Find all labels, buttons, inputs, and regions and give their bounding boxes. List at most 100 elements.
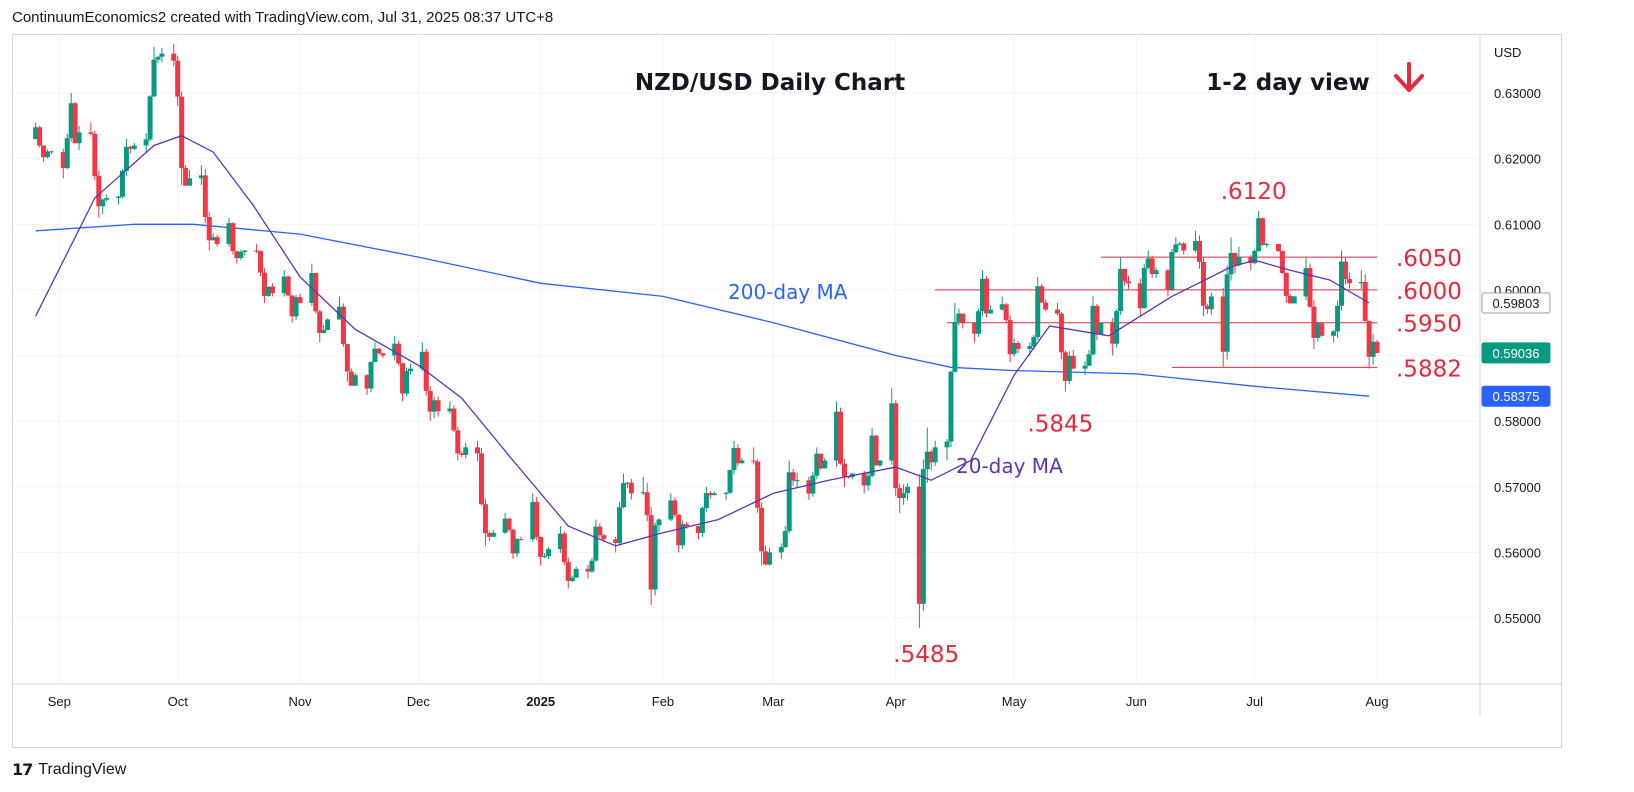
candle-body bbox=[214, 237, 220, 244]
candle-body bbox=[1070, 355, 1076, 369]
candle-body bbox=[400, 363, 406, 394]
candle-body bbox=[723, 492, 729, 494]
candle-body bbox=[1204, 305, 1210, 310]
candle-body bbox=[1082, 365, 1088, 369]
candle-body bbox=[617, 507, 623, 543]
candle-body bbox=[1256, 218, 1262, 252]
candle-body bbox=[1058, 313, 1064, 353]
candle-body bbox=[672, 500, 678, 515]
footer[interactable]: 𝟭𝟳 TradingView bbox=[12, 760, 126, 780]
arrow-down-icon bbox=[1394, 62, 1424, 92]
candle-body bbox=[1200, 261, 1206, 306]
price-axis[interactable]: 0.630000.620000.610000.600000.580000.570… bbox=[1481, 45, 1551, 626]
candle-body bbox=[814, 453, 820, 476]
candle-body bbox=[285, 276, 291, 296]
candle-body bbox=[159, 53, 165, 57]
candle-body bbox=[1165, 270, 1171, 290]
candle-body bbox=[451, 408, 457, 431]
candle-body bbox=[1177, 243, 1183, 245]
annotations: .6050 .6000 .5950 .5882 .6120 .5845 .5485 200-d… bbox=[728, 179, 1462, 668]
time-tick-label: Jun bbox=[1126, 694, 1147, 709]
candle-body bbox=[187, 178, 193, 186]
candle-body bbox=[869, 435, 875, 476]
candle-body bbox=[510, 529, 516, 554]
candle-body bbox=[624, 482, 630, 484]
candle-body bbox=[1149, 258, 1155, 275]
time-axis[interactable]: Sep Oct Nov Dec 2025 Feb Mar Apr May Jun Jul Aug bbox=[48, 694, 1389, 709]
candle-body bbox=[336, 306, 342, 320]
candle-body bbox=[735, 447, 741, 464]
candle-body bbox=[392, 343, 398, 356]
candle-body bbox=[999, 304, 1005, 310]
candle-body bbox=[790, 472, 796, 481]
candle-body bbox=[1252, 251, 1258, 264]
candle-body bbox=[731, 447, 737, 471]
ma20-label: 20-day MA bbox=[956, 454, 1063, 478]
candle-body bbox=[431, 400, 437, 412]
level-label: .6050 bbox=[1396, 246, 1462, 272]
candle-body bbox=[1346, 279, 1352, 284]
candle-body bbox=[68, 103, 74, 139]
candle-body bbox=[321, 329, 327, 333]
candle-body bbox=[1169, 252, 1175, 290]
candle-body bbox=[455, 430, 461, 454]
candle-body bbox=[376, 348, 382, 354]
candle-body bbox=[486, 533, 492, 537]
candle-body bbox=[92, 133, 98, 177]
candle-body bbox=[1335, 305, 1341, 332]
chart-frame bbox=[12, 34, 1562, 748]
candle-body bbox=[1331, 331, 1337, 336]
candle-body bbox=[340, 306, 346, 345]
low-label: .5845 bbox=[1027, 412, 1093, 438]
candlesticks bbox=[33, 43, 1380, 628]
candle-body bbox=[1208, 296, 1214, 310]
candle-body bbox=[1358, 282, 1364, 284]
candle-body bbox=[569, 577, 575, 581]
candle-body bbox=[265, 286, 271, 296]
candle-body bbox=[1228, 252, 1234, 275]
candle-body bbox=[893, 403, 899, 489]
candle-body bbox=[1054, 309, 1060, 314]
candle-body bbox=[1283, 273, 1289, 296]
candle-body bbox=[155, 56, 161, 60]
candle-body bbox=[561, 533, 567, 563]
candle-body bbox=[865, 475, 871, 486]
candle-body bbox=[766, 552, 772, 565]
candle-body bbox=[534, 501, 540, 538]
candle-body bbox=[427, 390, 433, 412]
candle-body bbox=[230, 223, 236, 252]
currency-label: USD bbox=[1494, 45, 1521, 60]
candle-body bbox=[514, 539, 520, 554]
candle-body bbox=[1007, 320, 1013, 355]
candle-body bbox=[1137, 283, 1143, 309]
candle-body bbox=[703, 493, 709, 508]
candle-body bbox=[96, 176, 102, 207]
candle-body bbox=[1342, 261, 1348, 280]
time-tick-label: May bbox=[1002, 694, 1027, 709]
candle-body bbox=[404, 371, 410, 394]
candle-body bbox=[478, 453, 484, 505]
level-label: .6000 bbox=[1396, 279, 1462, 305]
candle-body bbox=[1220, 296, 1226, 352]
candle-body bbox=[621, 483, 627, 508]
candle-body bbox=[759, 507, 765, 552]
candle-body bbox=[1193, 241, 1199, 251]
candle-body bbox=[234, 251, 240, 259]
candle-body bbox=[1291, 296, 1297, 304]
chart-attribution: ContinuumEconomics2 created with Trading… bbox=[12, 9, 554, 26]
candle-body bbox=[1035, 286, 1041, 338]
candle-body bbox=[372, 348, 378, 362]
candle-body bbox=[242, 250, 248, 252]
candle-body bbox=[502, 518, 508, 533]
candle-body bbox=[238, 251, 244, 259]
candle-body bbox=[546, 549, 552, 557]
candle-body bbox=[782, 531, 788, 548]
candle-body bbox=[924, 451, 930, 470]
candle-body bbox=[1114, 311, 1120, 344]
candle-body bbox=[1287, 295, 1293, 304]
ma20-line bbox=[35, 134, 1370, 547]
candle-body bbox=[506, 518, 512, 530]
candle-body bbox=[33, 127, 39, 139]
candle-body bbox=[628, 482, 634, 494]
